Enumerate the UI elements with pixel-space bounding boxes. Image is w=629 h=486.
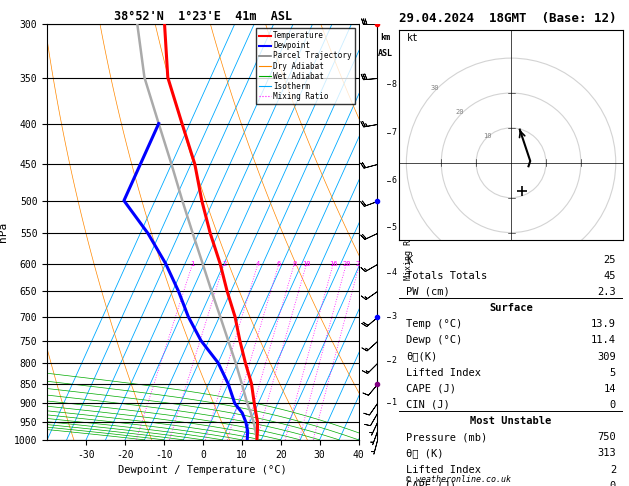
Text: 0: 0 (610, 400, 616, 410)
Text: Mixing Ratio (g/kg): Mixing Ratio (g/kg) (404, 185, 413, 279)
Text: 25: 25 (355, 260, 364, 266)
Text: 45: 45 (603, 271, 616, 281)
Text: 20: 20 (455, 109, 464, 115)
Text: 2: 2 (392, 356, 397, 365)
Text: LCL: LCL (362, 427, 377, 435)
Text: Temp (°C): Temp (°C) (406, 319, 462, 330)
Title: 38°52'N  1°23'E  41m  ASL: 38°52'N 1°23'E 41m ASL (114, 10, 292, 23)
Text: 0: 0 (610, 481, 616, 486)
Text: 16: 16 (329, 260, 338, 266)
Y-axis label: hPa: hPa (0, 222, 8, 242)
Text: Totals Totals: Totals Totals (406, 271, 487, 281)
Text: 309: 309 (598, 351, 616, 362)
Text: 8: 8 (392, 80, 397, 89)
Text: 6: 6 (392, 176, 397, 185)
Text: ASL: ASL (378, 49, 393, 58)
Text: 313: 313 (598, 449, 616, 458)
Text: 2: 2 (610, 465, 616, 474)
Text: Most Unstable: Most Unstable (470, 416, 552, 426)
Legend: Temperature, Dewpoint, Parcel Trajectory, Dry Adiabat, Wet Adiabat, Isotherm, Mi: Temperature, Dewpoint, Parcel Trajectory… (256, 28, 355, 104)
Text: CAPE (J): CAPE (J) (406, 481, 456, 486)
Text: 11.4: 11.4 (591, 335, 616, 346)
Text: kt: kt (406, 33, 418, 43)
Text: 2.3: 2.3 (598, 287, 616, 297)
Text: 5: 5 (610, 368, 616, 378)
Text: 7: 7 (392, 128, 397, 138)
Text: Dewp (°C): Dewp (°C) (406, 335, 462, 346)
Text: 25: 25 (603, 255, 616, 265)
Text: Pressure (mb): Pressure (mb) (406, 432, 487, 442)
Text: K: K (406, 255, 413, 265)
Text: 2: 2 (222, 260, 226, 266)
Text: Surface: Surface (489, 303, 533, 313)
Text: 750: 750 (598, 432, 616, 442)
Text: 1: 1 (392, 398, 397, 407)
Text: 5: 5 (392, 223, 397, 232)
Text: 10: 10 (303, 260, 311, 266)
Text: 13.9: 13.9 (591, 319, 616, 330)
Text: θᴇ (K): θᴇ (K) (406, 449, 443, 458)
Text: km: km (381, 33, 391, 42)
Text: CIN (J): CIN (J) (406, 400, 450, 410)
Text: PW (cm): PW (cm) (406, 287, 450, 297)
X-axis label: Dewpoint / Temperature (°C): Dewpoint / Temperature (°C) (118, 465, 287, 475)
Text: Lifted Index: Lifted Index (406, 465, 481, 474)
Text: 4: 4 (392, 268, 397, 277)
Text: © weatheronline.co.uk: © weatheronline.co.uk (406, 475, 511, 484)
Text: 1: 1 (191, 260, 195, 266)
Text: 4: 4 (256, 260, 260, 266)
Text: 20: 20 (342, 260, 350, 266)
Text: 29.04.2024  18GMT  (Base: 12): 29.04.2024 18GMT (Base: 12) (399, 12, 617, 25)
Text: 30: 30 (431, 85, 439, 90)
Text: θᴇ(K): θᴇ(K) (406, 351, 437, 362)
Text: 3: 3 (392, 312, 397, 321)
Text: CAPE (J): CAPE (J) (406, 384, 456, 394)
Text: 8: 8 (292, 260, 296, 266)
Text: 14: 14 (603, 384, 616, 394)
Text: Lifted Index: Lifted Index (406, 368, 481, 378)
Text: 10: 10 (483, 133, 492, 139)
Text: 6: 6 (277, 260, 281, 266)
